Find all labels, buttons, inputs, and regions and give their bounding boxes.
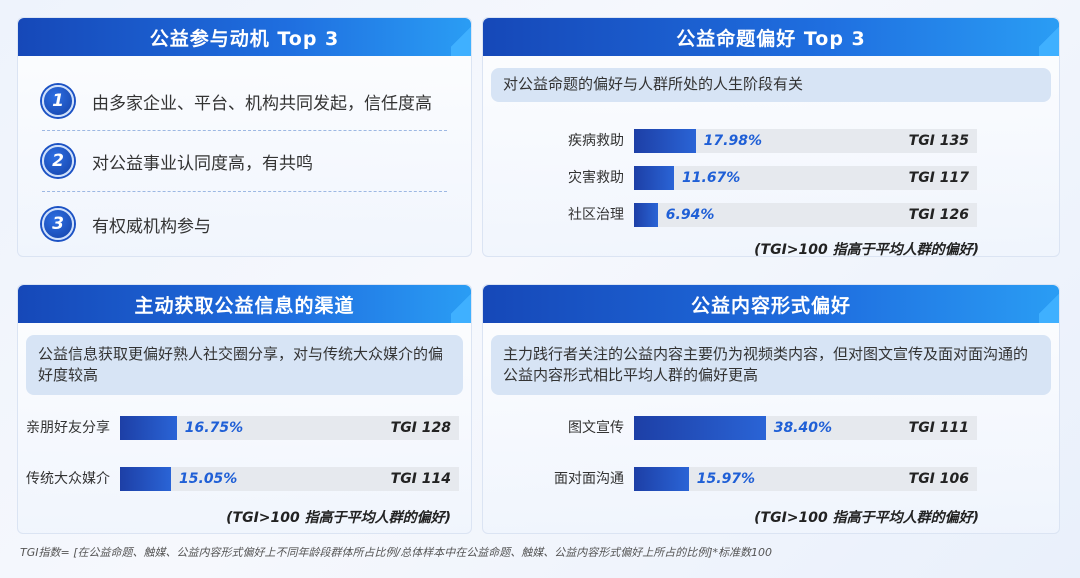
tgi-label: TGI 111 bbox=[908, 420, 969, 436]
tgi-footnote: TGI指数= [在公益命题、触媒、公益内容形式偏好上不同年龄段群体所占比例/总体… bbox=[20, 546, 772, 559]
bar-category-label: 图文宣传 bbox=[568, 420, 624, 436]
bar-track bbox=[634, 416, 977, 440]
motivation-text: 有权威机构参与 bbox=[92, 216, 211, 237]
bar bbox=[634, 416, 766, 440]
header-decoration bbox=[451, 285, 471, 323]
bar-track bbox=[120, 467, 459, 491]
topic-panel: 公益命题偏好 Top 3 对公益命题的偏好与人群所处的人生阶段有关 疾病救助 17… bbox=[482, 17, 1060, 258]
rank-badge: 2 bbox=[42, 145, 74, 177]
bar-track bbox=[634, 166, 977, 190]
channel-description: 公益信息获取更偏好熟人社交圈分享，对与传统大众媒介的偏好度较高 bbox=[26, 335, 463, 395]
format-title: 公益内容形式偏好 bbox=[690, 294, 851, 317]
tgi-label: TGI 106 bbox=[908, 471, 969, 487]
motivation-panel: 公益参与动机 Top 3 1 由多家企业、平台、机构共同发起，信任度高 2 对公… bbox=[17, 17, 472, 257]
format-panel: 公益内容形式偏好 主力践行者关注的公益内容主要仍为视频类内容，但对图文宣传及面对… bbox=[482, 284, 1060, 534]
dashed-divider bbox=[42, 191, 447, 192]
bar-category-label: 面对面沟通 bbox=[554, 471, 624, 487]
tgi-label: TGI 128 bbox=[390, 420, 451, 436]
motivation-item: 1 由多家企业、平台、机构共同发起，信任度高 bbox=[42, 81, 447, 121]
bar bbox=[120, 416, 177, 440]
tgi-label: TGI 114 bbox=[390, 471, 451, 487]
bar-value-label: 6.94% bbox=[665, 207, 715, 223]
bar bbox=[634, 467, 689, 491]
bar-category-label: 亲朋好友分享 bbox=[26, 420, 110, 436]
tgi-label: TGI 126 bbox=[908, 207, 969, 223]
bar bbox=[634, 166, 675, 190]
bar-category-label: 社区治理 bbox=[568, 207, 624, 223]
motivation-text: 对公益事业认同度高，有共鸣 bbox=[92, 153, 313, 174]
motivation-text: 由多家企业、平台、机构共同发起，信任度高 bbox=[92, 93, 432, 114]
bar bbox=[120, 467, 172, 491]
tgi-note: (TGI>100 指高于平均人群的偏好) bbox=[226, 510, 451, 526]
bar-value-label: 15.05% bbox=[179, 471, 238, 487]
format-header: 公益内容形式偏好 bbox=[483, 285, 1059, 323]
channel-panel: 主动获取公益信息的渠道 公益信息获取更偏好熟人社交圈分享，对与传统大众媒介的偏好… bbox=[17, 284, 472, 534]
tgi-label: TGI 135 bbox=[908, 133, 969, 149]
tgi-label: TGI 117 bbox=[908, 170, 969, 186]
bar-category-label: 灾害救助 bbox=[568, 170, 624, 186]
topic-description: 对公益命题的偏好与人群所处的人生阶段有关 bbox=[491, 68, 1051, 102]
bar-category-label: 疾病救助 bbox=[568, 133, 624, 149]
motivation-item: 3 有权威机构参与 bbox=[42, 204, 447, 244]
bar-value-label: 16.75% bbox=[184, 420, 244, 436]
bar-category-label: 传统大众媒介 bbox=[26, 471, 110, 487]
motivation-item: 2 对公益事业认同度高，有共鸣 bbox=[42, 141, 447, 181]
bar bbox=[634, 203, 658, 227]
bar-value-label: 15.97% bbox=[696, 471, 756, 487]
rank-badge: 1 bbox=[42, 85, 74, 117]
channel-title: 主动获取公益信息的渠道 bbox=[134, 294, 355, 317]
bar-value-label: 11.67% bbox=[682, 170, 741, 186]
bar-value-label: 17.98% bbox=[703, 133, 762, 149]
header-decoration bbox=[1039, 285, 1059, 323]
bar-value-label: 38.40% bbox=[773, 420, 833, 436]
motivation-title: 公益参与动机 Top 3 bbox=[149, 27, 340, 50]
bar bbox=[634, 129, 696, 153]
rank-badge: 3 bbox=[42, 208, 74, 240]
tgi-note: (TGI>100 指高于平均人群的偏好) bbox=[754, 242, 979, 258]
bar-track bbox=[634, 129, 977, 153]
bar-track bbox=[634, 467, 977, 491]
topic-header: 公益命题偏好 Top 3 bbox=[483, 18, 1059, 56]
tgi-note: (TGI>100 指高于平均人群的偏好) bbox=[754, 510, 979, 526]
header-decoration bbox=[1039, 18, 1059, 56]
topic-title: 公益命题偏好 Top 3 bbox=[676, 27, 866, 50]
bar-track bbox=[634, 203, 977, 227]
header-decoration bbox=[451, 18, 471, 56]
bar-track bbox=[120, 416, 459, 440]
dashed-divider bbox=[42, 130, 447, 131]
format-description: 主力践行者关注的公益内容主要仍为视频类内容，但对图文宣传及面对面沟通的公益内容形… bbox=[491, 335, 1051, 395]
motivation-header: 公益参与动机 Top 3 bbox=[18, 18, 471, 56]
channel-header: 主动获取公益信息的渠道 bbox=[18, 285, 471, 323]
